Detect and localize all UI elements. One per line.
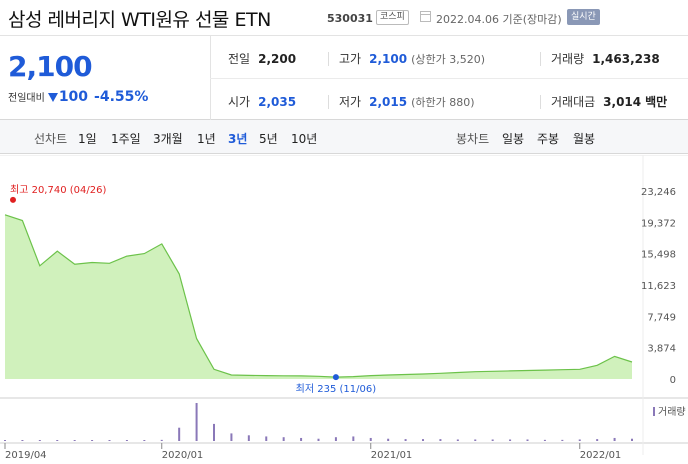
volume-legend: 거래량	[658, 406, 686, 418]
divider	[210, 78, 688, 79]
volume-bar	[108, 440, 111, 441]
volume-bar	[387, 438, 390, 441]
open-price: 시가 2,035	[228, 95, 297, 109]
volume-bar	[143, 440, 146, 441]
volume-bar	[4, 440, 6, 441]
volume-bar	[596, 439, 599, 441]
volume-bar	[38, 440, 41, 441]
calendar-icon	[420, 11, 431, 22]
day-high: 고가 2,100 (상한가 3,520)	[339, 52, 485, 66]
low-annotation: 최저 235 (11/06)	[296, 383, 377, 395]
volume-bar	[247, 435, 250, 441]
stock-code: 530031	[327, 12, 373, 25]
volume: 거래량 1,463,238	[551, 52, 660, 66]
volume-bar	[73, 440, 76, 441]
high-annotation: 최고 20,740 (04/26)	[10, 184, 106, 196]
reference-date: 2022.04.06 기준(장마감)	[436, 13, 562, 26]
volume-bar	[300, 437, 303, 441]
period-3y[interactable]: 3년	[228, 132, 248, 146]
price-change: 전일대비 100 -4.55%	[8, 89, 148, 105]
y-tick-label: 11,623	[641, 281, 676, 292]
turnover: 거래대금 3,014 백만	[551, 95, 668, 109]
line-chart-label: 선차트	[34, 132, 68, 146]
volume-bar	[125, 440, 128, 441]
x-tick-label: 2021/01	[371, 450, 413, 461]
volume-bar	[526, 439, 529, 441]
volume-bar	[352, 436, 355, 441]
change-percent: -4.55%	[94, 89, 149, 105]
volume-bar	[509, 439, 512, 441]
price-summary: 2,100 전일대비 100 -4.55% 전일 2,200 고가 2,100 (상한가 …	[0, 36, 688, 120]
y-tick-label: 19,372	[641, 218, 676, 229]
volume-legend-swatch	[653, 407, 655, 416]
realtime-button[interactable]: 실시간	[567, 9, 600, 25]
volume-bar	[613, 437, 616, 441]
volume-bar	[456, 439, 459, 441]
chart-toolbar: 선차트 1일 1주일 3개월 1년 3년 5년 10년 봉차트 일봉 주봉 월봉	[0, 120, 688, 154]
prev-close: 전일 2,200	[228, 52, 297, 66]
volume-bar	[282, 437, 285, 441]
high-marker	[10, 196, 16, 203]
volume-bar	[265, 436, 268, 441]
volume-bar	[213, 423, 215, 441]
period-1d[interactable]: 1일	[78, 132, 97, 146]
volume-bar	[422, 439, 424, 441]
stock-name: 삼성 레버리지 WTI원유 선물 ETN	[8, 9, 271, 31]
period-3m[interactable]: 3개월	[153, 132, 183, 146]
volume-bar	[631, 438, 633, 441]
volume-bar	[317, 438, 320, 441]
day-low: 저가 2,015 (하한가 880)	[339, 95, 475, 109]
volume-bar	[369, 437, 372, 441]
x-tick-label: 2020/01	[162, 450, 204, 461]
volume-bar	[474, 439, 477, 441]
price-chart[interactable]: 23,246 19,372 15,498 11,623 7,749 3,874 0 2019…	[0, 154, 688, 464]
volume-bar	[178, 427, 181, 441]
down-arrow-icon	[47, 93, 58, 102]
volume-bar	[404, 439, 407, 441]
candle-weekly[interactable]: 주봉	[537, 132, 560, 146]
volume-bar	[578, 439, 581, 441]
y-tick-label: 23,246	[641, 187, 676, 198]
x-tick-label: 2022/01	[580, 450, 622, 461]
change-label: 전일대비	[8, 93, 45, 104]
volume-bar	[230, 433, 233, 441]
period-5y[interactable]: 5년	[259, 132, 278, 146]
volume-bar	[160, 439, 163, 441]
y-tick-label: 3,874	[647, 344, 676, 355]
price-line	[4, 214, 633, 378]
change-amount: 100	[58, 89, 89, 105]
volume-bar	[56, 440, 59, 441]
volume-bar	[439, 439, 442, 441]
volume-bar	[543, 439, 546, 441]
period-10y[interactable]: 10년	[291, 132, 318, 146]
volume-bar	[561, 439, 564, 441]
volume-bar	[195, 403, 198, 441]
candle-chart-label: 봉차트	[456, 132, 490, 146]
volume-bar	[21, 440, 24, 441]
volume-bar	[334, 437, 337, 441]
chart-canvas: 23,246 19,372 15,498 11,623 7,749 3,874 0 2019…	[0, 154, 688, 461]
low-marker	[332, 374, 339, 381]
current-price: 2,100	[8, 50, 93, 83]
candle-monthly[interactable]: 월봉	[573, 132, 596, 146]
period-1y[interactable]: 1년	[197, 132, 216, 146]
volume-bar	[91, 440, 94, 441]
y-tick-label: 7,749	[647, 312, 676, 323]
x-tick-label: 2019/04	[5, 450, 47, 461]
market-badge: 코스피	[376, 10, 409, 25]
period-1w[interactable]: 1주일	[111, 132, 141, 146]
y-tick-label: 0	[670, 375, 676, 386]
y-tick-label: 15,498	[641, 250, 676, 261]
title-bar: 삼성 레버리지 WTI원유 선물 ETN 530031 코스피 2022.04.…	[0, 0, 688, 36]
volume-bar	[491, 439, 494, 441]
candle-daily[interactable]: 일봉	[502, 132, 525, 146]
price-area	[5, 214, 632, 379]
